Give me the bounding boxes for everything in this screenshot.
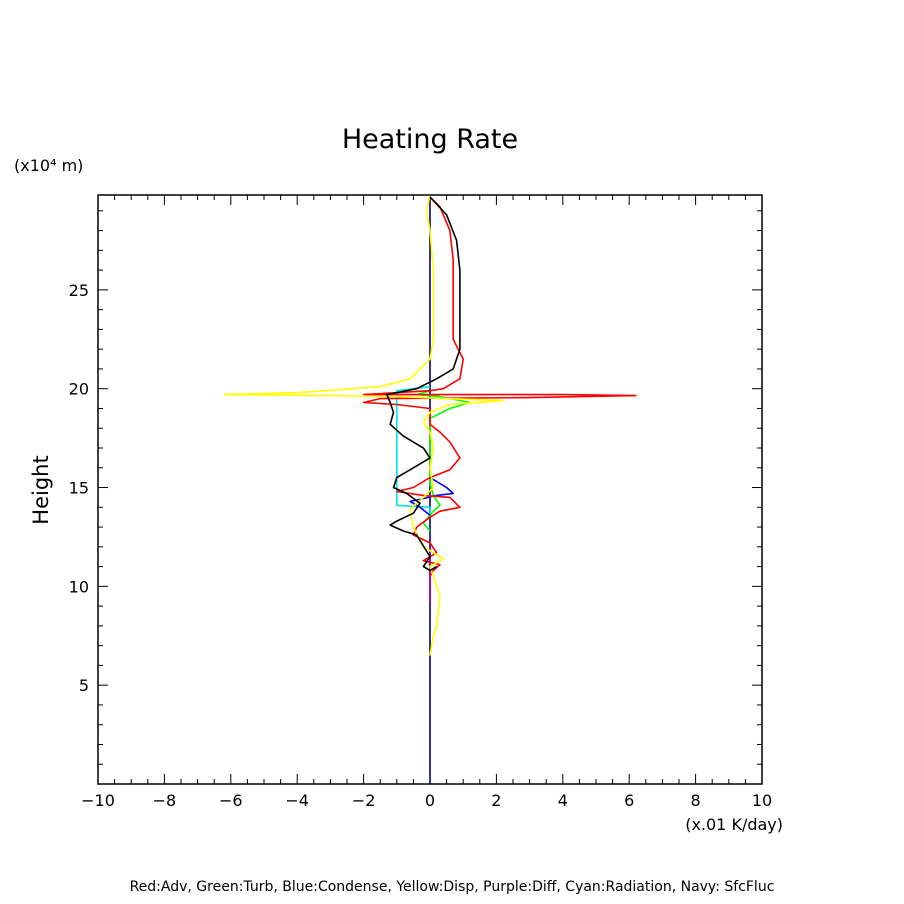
y-unit-label: (x10⁴ m): [14, 156, 83, 175]
y-tick-label: 20: [69, 380, 89, 399]
axis-ticks: −10 −8 −6 −4 −2 0 2 4 6 8 10 5 10 15 20 25: [69, 195, 772, 810]
x-tick-label: −2: [352, 791, 376, 810]
chart-title: Heating Rate: [342, 124, 518, 155]
x-tick-label: −6: [219, 791, 243, 810]
series-line-turb: [415, 389, 471, 532]
series-line-adv: [362, 196, 637, 577]
y-tick-label: 15: [69, 479, 89, 498]
legend-text: Red:Adv, Green:Turb, Blue:Condense, Yell…: [130, 879, 775, 895]
x-tick-label: 6: [624, 791, 634, 810]
x-axis-label: (x.01 K/day): [685, 815, 783, 834]
series-line-radiation: [396, 385, 431, 518]
x-tick-label: 0: [425, 791, 435, 810]
series-layer: [223, 194, 637, 784]
plot-frame: [97, 194, 763, 785]
y-tick-label: 10: [69, 577, 89, 596]
x-tick-label: 8: [691, 791, 701, 810]
series-line-disp: [223, 194, 504, 656]
x-tick-label: 4: [558, 791, 568, 810]
x-tick-label: −4: [285, 791, 309, 810]
x-tick-label: −10: [81, 791, 115, 810]
y-tick-label: 25: [69, 281, 89, 300]
x-tick-label: 10: [752, 791, 772, 810]
y-tick-label: 5: [79, 676, 89, 695]
y-axis-label: Height: [29, 455, 53, 524]
x-tick-label: −8: [153, 791, 177, 810]
x-tick-label: 2: [491, 791, 501, 810]
series-line-unlabeled: [386, 196, 461, 572]
